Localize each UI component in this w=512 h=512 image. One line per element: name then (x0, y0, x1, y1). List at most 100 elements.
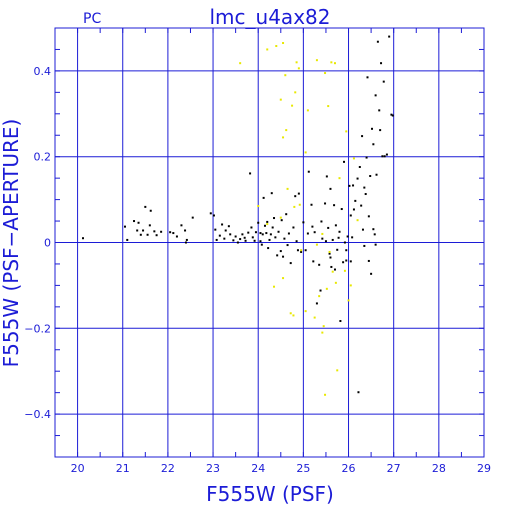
data-point (364, 193, 367, 196)
data-point (325, 175, 328, 178)
data-point (254, 231, 257, 234)
x-tick-label: 24 (251, 462, 265, 475)
data-points (81, 35, 394, 396)
data-point (302, 221, 305, 224)
data-point (361, 228, 364, 231)
data-point (340, 208, 343, 211)
data-point (223, 237, 226, 240)
data-point (261, 233, 264, 236)
data-point (360, 204, 363, 207)
y-axis-label: F555W (PSF−APERTURE) (0, 119, 23, 368)
data-point (286, 187, 289, 190)
y-tick-label: 0.2 (34, 151, 52, 164)
data-point (351, 236, 354, 239)
data-point (81, 237, 84, 240)
data-point (318, 295, 321, 298)
data-point (370, 272, 373, 275)
data-point (146, 233, 149, 236)
data-point (342, 261, 345, 264)
data-point (369, 175, 372, 178)
data-point (292, 314, 295, 317)
data-point (312, 260, 315, 263)
data-point (373, 233, 376, 236)
data-point (300, 249, 303, 252)
data-point (285, 129, 288, 132)
x-tick-label: 20 (71, 462, 85, 475)
data-point (327, 226, 330, 229)
data-point (329, 256, 332, 259)
data-point (169, 231, 172, 234)
data-point (379, 129, 382, 132)
data-point (133, 220, 136, 223)
data-point (236, 241, 239, 244)
data-point (371, 127, 374, 130)
data-point (329, 187, 332, 190)
data-point (366, 76, 369, 79)
data-point (313, 316, 316, 319)
data-point (363, 186, 366, 189)
data-point (304, 249, 307, 252)
data-point (251, 236, 254, 239)
data-point (224, 229, 227, 232)
data-point (279, 216, 282, 219)
data-point (294, 195, 297, 198)
data-point (191, 216, 194, 219)
data-point (375, 173, 378, 176)
data-point (262, 196, 265, 199)
data-point (257, 205, 260, 208)
data-point (319, 289, 322, 292)
data-point (345, 249, 348, 252)
data-point (232, 239, 235, 242)
data-point (142, 229, 145, 232)
data-point (300, 250, 303, 253)
data-point (315, 302, 318, 305)
data-point (388, 35, 391, 38)
data-point (337, 236, 340, 239)
data-point (376, 40, 379, 43)
data-point (239, 62, 242, 65)
data-point (273, 217, 276, 220)
data-point (367, 259, 370, 262)
data-point (372, 143, 375, 146)
data-point (324, 202, 327, 205)
data-point (266, 48, 269, 51)
data-point (348, 184, 351, 187)
data-point (289, 262, 292, 265)
y-tick-label: −0.2 (24, 322, 51, 335)
data-point (307, 170, 310, 173)
data-point (184, 241, 187, 244)
data-point (277, 230, 280, 233)
data-point (149, 209, 152, 212)
data-point (297, 67, 300, 70)
data-point (273, 285, 276, 288)
data-point (294, 91, 297, 94)
data-point (374, 243, 377, 246)
data-point (139, 233, 142, 236)
x-tick-labels: 20 21 22 23 24 25 26 27 28 29 (71, 462, 491, 475)
data-point (160, 230, 163, 233)
data-point (334, 224, 337, 227)
data-point (347, 299, 350, 302)
data-point (333, 62, 336, 65)
data-point (172, 232, 175, 235)
data-point (126, 238, 129, 241)
data-point (284, 74, 287, 77)
x-tick-label: 26 (342, 462, 356, 475)
data-point (311, 225, 314, 228)
data-point (218, 234, 221, 237)
data-point (336, 248, 339, 251)
data-point (328, 252, 331, 255)
data-point (295, 61, 298, 64)
data-point (289, 312, 292, 315)
data-point (334, 281, 337, 284)
data-point (271, 226, 274, 229)
data-point (304, 310, 307, 313)
data-point (276, 254, 279, 257)
data-point (282, 277, 285, 280)
data-point (282, 255, 285, 258)
data-point (148, 224, 151, 227)
data-point (293, 205, 296, 208)
data-point (291, 104, 294, 107)
data-point (343, 241, 346, 244)
